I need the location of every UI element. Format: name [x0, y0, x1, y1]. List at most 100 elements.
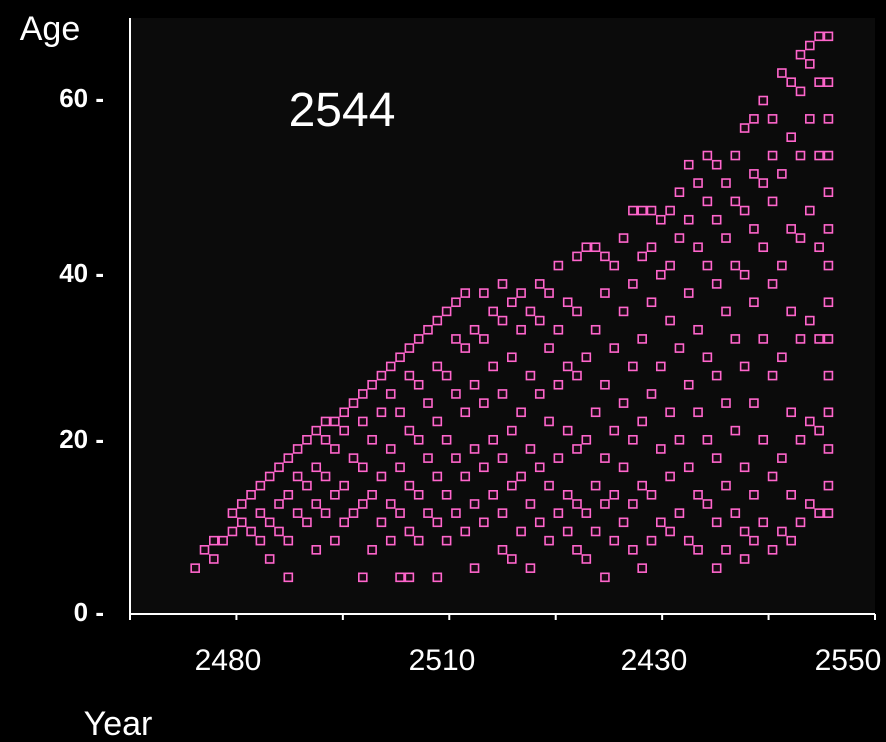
- data-point: [451, 453, 461, 463]
- data-point: [469, 379, 480, 390]
- data-point: [497, 545, 508, 555]
- data-point: [348, 398, 359, 408]
- data-point: [376, 471, 387, 482]
- data-point: [451, 297, 461, 308]
- data-point: [246, 489, 256, 500]
- data-point: [795, 334, 806, 344]
- data-point: [646, 297, 657, 308]
- data-point: [562, 361, 573, 372]
- data-point: [395, 572, 405, 583]
- data-point: [656, 517, 666, 528]
- data-point: [767, 196, 778, 207]
- data-point: [823, 260, 834, 271]
- data-point: [777, 453, 787, 463]
- data-point: [544, 535, 554, 546]
- data-point: [190, 563, 200, 573]
- data-point: [711, 453, 722, 463]
- y-tick-label-60: 60 -: [59, 83, 104, 113]
- data-point: [758, 334, 769, 344]
- data-point: [767, 150, 778, 161]
- data-point: [432, 361, 443, 372]
- data-point: [609, 343, 620, 353]
- data-point: [367, 489, 377, 500]
- data-point: [590, 242, 601, 253]
- data-point: [255, 480, 266, 491]
- data-point: [730, 150, 741, 161]
- data-point: [590, 324, 601, 335]
- data-point: [479, 398, 489, 408]
- data-point: [553, 260, 564, 271]
- data-point: [572, 499, 582, 509]
- data-point: [218, 535, 228, 546]
- data-point: [590, 480, 601, 491]
- data-point: [497, 279, 508, 289]
- data-point: [385, 535, 396, 546]
- data-point: [404, 370, 415, 381]
- data-point: [209, 554, 219, 564]
- data-point: [581, 554, 592, 564]
- data-point: [656, 361, 666, 372]
- data-point: [795, 150, 806, 161]
- data-point: [646, 242, 657, 253]
- data-point: [665, 205, 675, 216]
- data-point: [460, 526, 471, 537]
- data-point: [693, 324, 703, 335]
- data-point: [786, 77, 796, 87]
- data-point: [786, 224, 796, 234]
- data-point: [302, 480, 312, 491]
- data-point: [805, 114, 815, 124]
- data-point: [367, 379, 377, 390]
- data-point: [618, 517, 629, 528]
- data-point: [711, 279, 722, 289]
- data-point: [618, 462, 629, 473]
- data-point: [637, 251, 647, 262]
- data-point: [292, 471, 303, 482]
- data-point: [693, 489, 703, 500]
- data-point: [451, 389, 461, 399]
- data-point: [674, 233, 685, 243]
- data-point: [469, 444, 480, 454]
- data-point: [823, 224, 834, 234]
- data-point: [777, 352, 787, 363]
- data-point: [730, 196, 741, 207]
- data-point: [432, 315, 443, 326]
- data-point: [683, 288, 694, 298]
- data-point: [311, 425, 322, 436]
- data-point: [339, 480, 349, 491]
- data-point: [656, 214, 666, 225]
- data-point: [413, 434, 424, 445]
- data-point: [423, 398, 433, 408]
- data-point: [600, 572, 610, 583]
- data-point: [721, 178, 731, 188]
- data-point: [702, 150, 713, 161]
- data-point: [534, 462, 545, 473]
- data-point: [581, 242, 592, 253]
- data-point: [600, 288, 610, 298]
- data-point: [814, 242, 824, 253]
- data-point: [348, 508, 359, 518]
- data-point: [702, 499, 713, 509]
- data-point: [441, 489, 452, 500]
- y-tick-label-40: 40 -: [59, 258, 104, 288]
- data-point: [283, 572, 294, 583]
- data-point: [674, 434, 685, 445]
- data-point: [525, 563, 536, 573]
- data-point: [823, 370, 834, 381]
- data-point: [823, 187, 834, 198]
- data-point: [553, 324, 564, 335]
- data-point: [469, 499, 480, 509]
- data-point: [758, 178, 769, 188]
- data-point: [441, 434, 452, 445]
- data-point: [432, 471, 443, 482]
- data-point: [246, 526, 256, 537]
- data-point: [628, 545, 638, 555]
- data-point: [404, 425, 415, 436]
- data-point: [283, 453, 294, 463]
- data-point: [348, 453, 359, 463]
- x-tick-label-1: 2480: [195, 644, 262, 677]
- data-point: [479, 288, 489, 298]
- data-point: [618, 306, 629, 317]
- data-point: [814, 508, 824, 518]
- data-point: [665, 526, 675, 537]
- chart-annotation: 2544: [289, 84, 396, 137]
